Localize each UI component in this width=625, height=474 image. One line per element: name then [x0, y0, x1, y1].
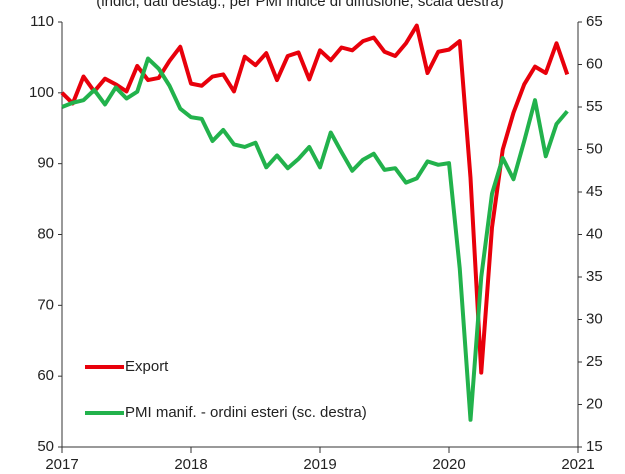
- y2-tick-label: 60: [586, 55, 603, 72]
- x-tick-label: 2018: [174, 456, 207, 473]
- x-tick-label: 2021: [561, 456, 594, 473]
- y-tick-label: 50: [37, 438, 54, 455]
- series-line: [61, 56, 569, 422]
- x-tick-label: 2020: [432, 456, 465, 473]
- y-tick-label: 100: [29, 84, 54, 101]
- y-tick-label: 80: [37, 225, 54, 242]
- y2-tick-label: 40: [586, 225, 603, 242]
- y2-tick-label: 35: [586, 268, 603, 285]
- y2-tick-label: 65: [586, 13, 603, 30]
- y2-tick-label: 45: [586, 183, 603, 200]
- series-line: [60, 23, 570, 375]
- y2-tick-label: 20: [586, 395, 603, 412]
- x-tick-label: 2017: [45, 456, 78, 473]
- y2-tick-label: 25: [586, 353, 603, 370]
- y2-tick-label: 50: [586, 140, 603, 157]
- y-tick-label: 110: [30, 13, 54, 30]
- x-tick-label: 2019: [303, 456, 336, 473]
- y2-tick-label: 55: [586, 98, 603, 115]
- y-tick-label: 60: [37, 367, 54, 384]
- y-tick-label: 70: [37, 296, 54, 313]
- y2-tick-label: 30: [586, 310, 603, 327]
- legend-label: Export: [125, 358, 169, 375]
- legend-label: PMI manif. - ordini esteri (sc. destra): [125, 404, 367, 421]
- y2-tick-label: 15: [586, 438, 603, 455]
- y-tick-label: 90: [37, 155, 54, 172]
- chart-subtitle: (indici, dati destag.; per PMI indice di…: [96, 0, 503, 10]
